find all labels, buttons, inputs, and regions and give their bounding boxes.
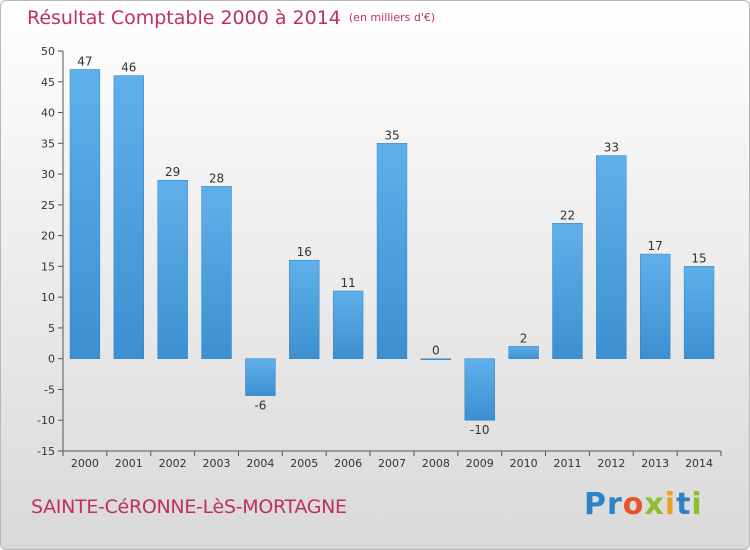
proxiti-logo: Proxiti <box>584 487 703 522</box>
chart-title-text: Résultat Comptable 2000 à 2014 <box>27 7 341 29</box>
y-tick-label: 10 <box>41 291 55 304</box>
y-tick-label: 5 <box>48 322 55 335</box>
x-tick-label: 2011 <box>553 457 581 470</box>
x-tick-label: 2010 <box>510 457 538 470</box>
x-tick-label: 2004 <box>246 457 274 470</box>
x-tick-label: 2008 <box>422 457 450 470</box>
y-tick-label: 50 <box>41 45 55 58</box>
bar <box>332 290 364 359</box>
bar <box>376 143 408 359</box>
y-tick-label: 35 <box>41 137 55 150</box>
y-tick-label: 0 <box>48 353 55 366</box>
x-tick-label: 2013 <box>641 457 669 470</box>
x-tick-label: 2007 <box>378 457 406 470</box>
data-label: 15 <box>691 251 706 265</box>
x-tick-label: 2001 <box>115 457 143 470</box>
logo-part-5: t <box>676 487 692 522</box>
data-label: 11 <box>340 276 355 290</box>
bar <box>508 346 539 359</box>
bar <box>201 186 232 359</box>
y-tick-label: 25 <box>41 199 55 212</box>
town-name: SAINTE-CéRONNE-LèS-MORTAGNE <box>31 496 347 518</box>
bar <box>683 266 715 359</box>
bar <box>640 253 671 359</box>
logo-part-2: o <box>622 487 645 522</box>
data-label: 47 <box>77 54 92 68</box>
bar <box>245 358 276 396</box>
chart-bars <box>69 69 715 421</box>
bar <box>157 179 188 359</box>
y-tick-label: 40 <box>41 107 55 120</box>
data-label: 17 <box>648 239 663 253</box>
data-label: 33 <box>604 141 619 155</box>
x-tick-label: 2000 <box>71 457 99 470</box>
logo-part-3: x <box>644 487 665 522</box>
data-label: -6 <box>254 399 266 413</box>
x-tick-label: 2006 <box>334 457 362 470</box>
data-label: 0 <box>432 344 440 358</box>
bar <box>596 155 627 359</box>
bar <box>69 69 101 359</box>
chart-title: Résultat Comptable 2000 à 2014 (en millie… <box>27 7 435 29</box>
x-tick-label: 2002 <box>159 457 187 470</box>
logo-part-1: Pr <box>584 487 623 522</box>
y-tick-label: 15 <box>41 260 55 273</box>
bar <box>420 358 452 360</box>
x-tick-label: 2009 <box>466 457 494 470</box>
x-tick-label: 2005 <box>290 457 318 470</box>
chart-unit-note: (en milliers d'€) <box>348 11 436 24</box>
x-tick-label: 2003 <box>203 457 231 470</box>
data-label: 46 <box>121 61 136 75</box>
x-tick-label: 2012 <box>597 457 625 470</box>
bar <box>113 75 144 359</box>
y-tick-label: 45 <box>41 76 55 89</box>
logo-part-4: i <box>664 487 677 522</box>
bar <box>552 223 583 359</box>
y-tick-label: 30 <box>41 168 55 181</box>
data-label: 28 <box>209 171 224 185</box>
logo-part-6: i <box>691 487 703 522</box>
data-label: -10 <box>470 423 490 437</box>
y-tick-label: -10 <box>37 414 55 427</box>
y-tick-label: -5 <box>44 383 55 396</box>
data-label: 29 <box>165 165 180 179</box>
data-label: 16 <box>297 245 312 259</box>
data-label: 22 <box>560 208 575 222</box>
bar <box>464 358 495 421</box>
data-label: 35 <box>384 128 399 142</box>
bar <box>289 259 320 359</box>
y-tick-label: 20 <box>41 230 55 243</box>
data-label: 2 <box>520 331 528 345</box>
x-tick-label: 2014 <box>685 457 713 470</box>
y-tick-label: -15 <box>37 445 55 458</box>
